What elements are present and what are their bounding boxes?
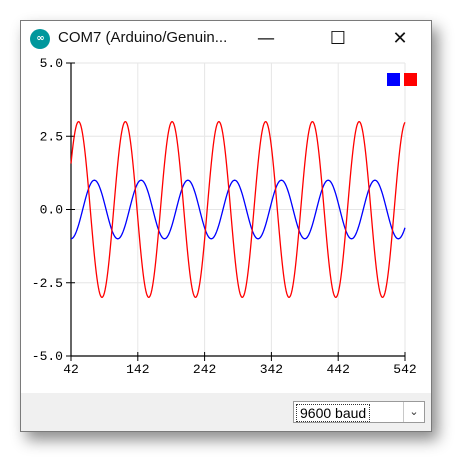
y-tick-label: -2.5 xyxy=(32,276,63,291)
window-title: COM7 (Arduino/Genuin... xyxy=(58,29,228,46)
serial-plot-chart: 5.0 2.5 0.0 -2.5 -5.042 142 242 342 442 542 xyxy=(32,56,417,377)
x-tick-label: 542 xyxy=(393,362,416,377)
series-line-blue xyxy=(70,179,406,240)
x-tick-label: 442 xyxy=(326,362,349,377)
x-tick-label: 242 xyxy=(193,362,216,377)
legend-swatch-blue xyxy=(387,73,400,86)
plot-area: 5.0 2.5 0.0 -2.5 -5.0 42 142 242 342 442 542 xyxy=(21,56,431,393)
arduino-icon: ∞ xyxy=(30,29,50,49)
y-tick-label: 0.0 xyxy=(40,203,63,218)
x-tick-label: 42 xyxy=(63,362,79,377)
x-tick-label: 342 xyxy=(260,362,283,377)
baud-rate-value: 9600 baud xyxy=(296,404,371,422)
y-tick-label: 5.0 xyxy=(40,57,63,71)
baud-rate-select[interactable]: 9600 baud ⌄ xyxy=(293,401,425,423)
bottom-bar: 9600 baud ⌄ xyxy=(21,393,431,431)
title-bar: ∞ COM7 (Arduino/Genuin... — ☐ ✕ xyxy=(21,21,431,57)
legend-swatch-red xyxy=(404,73,417,86)
chevron-down-icon[interactable]: ⌄ xyxy=(403,402,424,422)
serial-plotter-window: ∞ COM7 (Arduino/Genuin... — ☐ ✕ 5.0 2.5 0.… xyxy=(20,20,432,432)
y-tick-label: 2.5 xyxy=(40,129,63,144)
y-tick-label: -5.0 xyxy=(32,349,63,364)
minimize-button[interactable]: — xyxy=(257,28,275,49)
maximize-button[interactable]: ☐ xyxy=(329,28,347,49)
close-button[interactable]: ✕ xyxy=(392,28,408,49)
series-line-red xyxy=(70,120,406,299)
x-tick-label: 142 xyxy=(126,362,149,377)
